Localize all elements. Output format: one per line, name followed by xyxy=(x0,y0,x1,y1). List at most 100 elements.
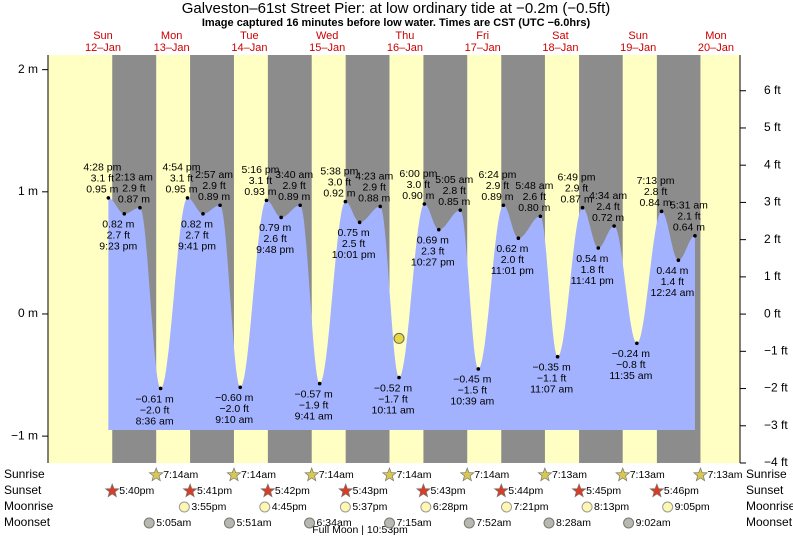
tide-point xyxy=(238,385,243,390)
sunset-icon xyxy=(338,483,354,498)
tide-label: 2.9 ft xyxy=(363,181,386,193)
day-name: Thu xyxy=(395,30,414,42)
moonrise-time: 7:21pm xyxy=(513,501,548,513)
tide-point xyxy=(201,212,205,216)
moonrise-icon xyxy=(662,501,674,513)
tide-label: 6:49 pm xyxy=(558,171,596,183)
day-date: 17–Jan xyxy=(465,42,501,54)
moonset-icon xyxy=(384,517,396,529)
sunset-time: 5:40pm xyxy=(119,485,154,497)
tide-label: 0.89 m xyxy=(198,191,230,203)
tide-label: 2.9 ft xyxy=(565,182,588,194)
sunset-icon xyxy=(182,483,198,498)
tide-label: 0.89 m xyxy=(481,191,513,203)
tide-point xyxy=(422,202,427,206)
tide-point xyxy=(264,198,269,203)
tide-point xyxy=(218,203,222,208)
day-date: 18–Jan xyxy=(542,42,578,54)
tide-label: 0.44 m xyxy=(656,265,688,277)
tide-label: 2.5 ft xyxy=(342,238,365,250)
moonset-time: 6:34am xyxy=(317,517,352,529)
tide-label: −0.60 m xyxy=(215,392,253,404)
current-level xyxy=(393,332,405,344)
day-date: 13–Jan xyxy=(154,42,190,54)
tide-label: 4:34 am xyxy=(589,190,627,202)
tide-label: 2.9 ft xyxy=(122,182,145,194)
y2-tick-label: −2 ft xyxy=(764,381,788,395)
sunset-time: 5:46pm xyxy=(664,485,699,497)
tide-label: 4:23 am xyxy=(355,170,393,182)
sunrise-icon xyxy=(148,467,164,482)
tide-label: 2.8 ft xyxy=(644,186,667,198)
tide-point xyxy=(516,236,521,241)
tide-point xyxy=(580,205,585,210)
tide-label: 0.92 m xyxy=(323,187,355,199)
y2-tick-label: −1 ft xyxy=(764,343,788,357)
tide-label: 6:00 pm xyxy=(399,168,437,180)
chart-subtitle: Image captured 16 minutes before low wat… xyxy=(202,17,591,29)
day-date: 19–Jan xyxy=(620,42,656,54)
tide-label: 2.6 ft xyxy=(263,233,286,245)
y-tick-label: −1 m xyxy=(11,428,38,442)
sunset-time: 5:43pm xyxy=(430,485,465,497)
tide-label: −0.24 m xyxy=(612,348,650,360)
moonrise-time: 3:55pm xyxy=(191,501,226,513)
tide-label: 9:41 pm xyxy=(178,241,216,253)
tide-label: 0.82 m xyxy=(102,219,134,231)
y2-tick-label: 4 ft xyxy=(764,157,781,171)
day-name: Mon xyxy=(161,30,182,42)
tide-label: 5:31 am xyxy=(670,200,708,212)
tide-label: 4:54 pm xyxy=(163,162,201,174)
tide-label: 1.4 ft xyxy=(661,276,684,288)
tide-label: −2.0 ft xyxy=(219,403,249,415)
tide-label: 5:05 am xyxy=(435,174,473,186)
tide-label: 2.9 ft xyxy=(486,180,509,192)
tide-point xyxy=(596,246,601,250)
moonrise-icon xyxy=(420,501,432,513)
tide-point xyxy=(357,220,362,225)
sunrise-icon xyxy=(615,467,631,482)
sunrise-icon xyxy=(304,467,320,482)
y2-tick-label: 0 ft xyxy=(764,306,781,320)
day-name: Tue xyxy=(240,30,259,42)
tide-point xyxy=(158,386,163,391)
moonrise-icon xyxy=(339,501,351,513)
sunset-time: 5:42pm xyxy=(275,485,310,497)
tide-point xyxy=(185,196,190,200)
day-name: Mon xyxy=(705,30,726,42)
moonset-time: 9:02am xyxy=(636,517,671,529)
tide-label: 10:39 am xyxy=(450,396,494,408)
tide-point xyxy=(378,204,383,209)
tide-point xyxy=(501,203,506,208)
tide-label: 0.64 m xyxy=(673,222,705,234)
chart-title: Galveston–61st Street Pier: at low ordin… xyxy=(182,0,611,17)
tide-label: 2.9 ft xyxy=(282,180,305,192)
moonrise-time: 8:13pm xyxy=(594,501,629,513)
day-date: 16–Jan xyxy=(387,42,423,54)
sunset-time: 5:43pm xyxy=(353,485,388,497)
sunset-icon xyxy=(493,483,509,498)
tide-label: 0.93 m xyxy=(244,186,276,198)
tide-label: 5:48 am xyxy=(515,180,553,192)
sunset-icon xyxy=(260,483,276,498)
sunset-icon xyxy=(649,483,665,498)
tide-label: 3.1 ft xyxy=(249,175,272,187)
day-date: 15–Jan xyxy=(309,42,345,54)
tide-label: 2.0 ft xyxy=(501,254,524,266)
tide-label: 0.87 m xyxy=(560,193,592,205)
tide-label: 2.8 ft xyxy=(443,185,466,197)
tide-label: 2.7 ft xyxy=(185,230,208,242)
tide-label: 0.85 m xyxy=(438,196,470,208)
tide-label: 9:48 pm xyxy=(256,244,294,256)
y-tick-label: 0 m xyxy=(18,306,38,320)
moonset-icon xyxy=(463,517,475,529)
row-label: Moonrise xyxy=(746,499,793,513)
tide-label: 0.87 m xyxy=(118,193,150,205)
row-label: Sunset xyxy=(4,483,42,497)
y2-tick-label: 1 ft xyxy=(764,269,781,283)
tide-label: 3:40 am xyxy=(275,169,313,181)
tide-point xyxy=(538,214,543,219)
tide-label: 0.95 m xyxy=(86,184,118,196)
y2-tick-label: 6 ft xyxy=(764,83,781,97)
